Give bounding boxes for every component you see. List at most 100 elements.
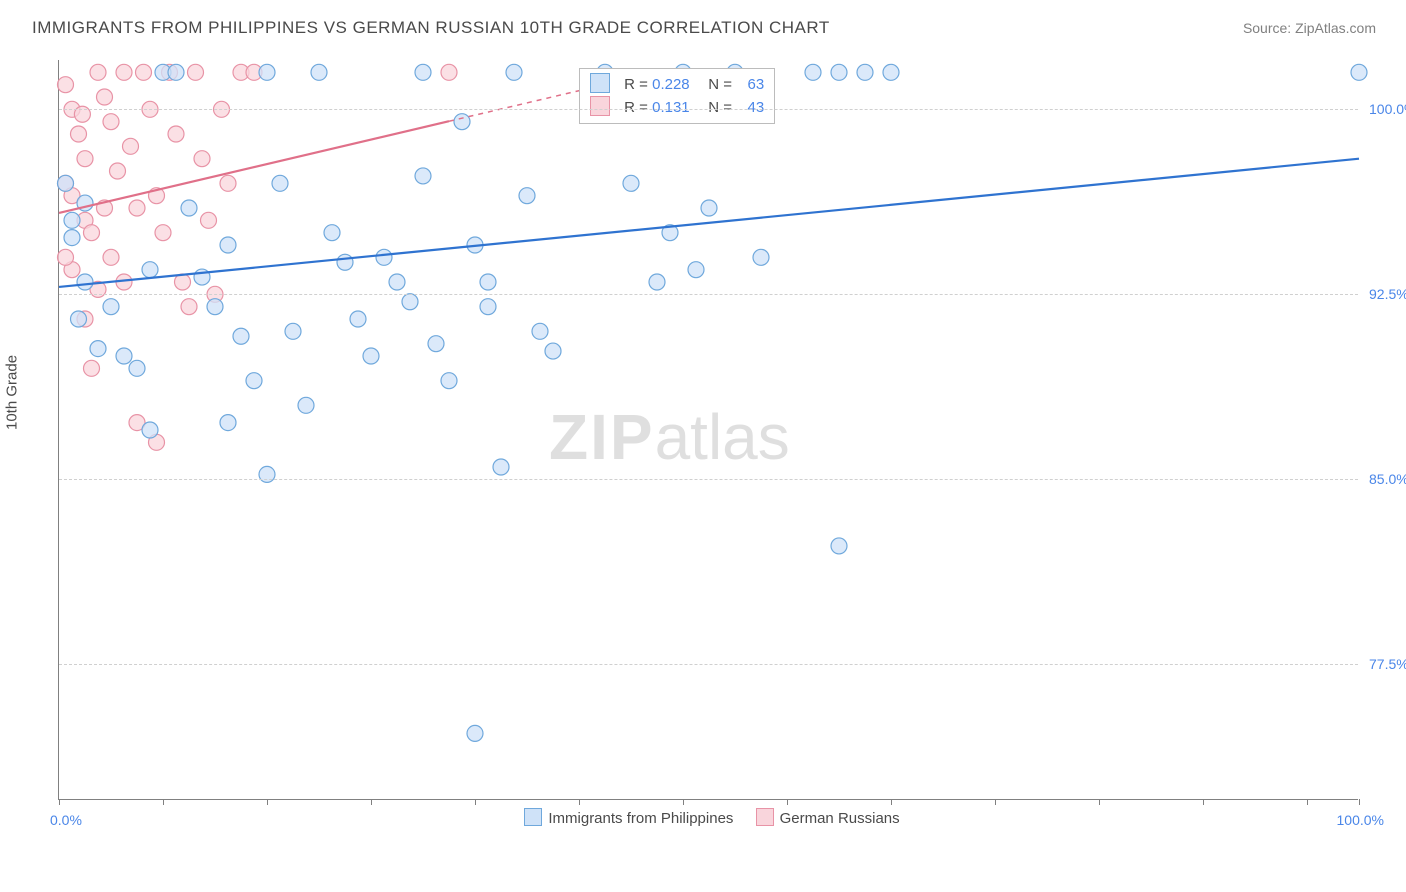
data-point — [90, 64, 106, 80]
data-point — [259, 64, 275, 80]
gridline — [59, 294, 1358, 295]
data-point — [285, 323, 301, 339]
data-point — [58, 249, 74, 265]
x-tick — [787, 799, 788, 805]
y-tick-label: 85.0% — [1361, 471, 1406, 487]
data-point — [129, 360, 145, 376]
data-point — [168, 64, 184, 80]
data-point — [155, 225, 171, 241]
data-point — [58, 77, 74, 93]
data-point — [103, 299, 119, 315]
data-point — [389, 274, 405, 290]
data-point — [110, 163, 126, 179]
chart-title: IMMIGRANTS FROM PHILIPPINES VS GERMAN RU… — [32, 18, 830, 38]
x-tick — [371, 799, 372, 805]
data-point — [123, 138, 139, 154]
data-point — [188, 64, 204, 80]
data-point — [71, 311, 87, 327]
data-point — [136, 64, 152, 80]
plot-area: ZIPatlas R = 0.228 N = 63 R = 0.131 N = … — [58, 60, 1358, 800]
data-point — [649, 274, 665, 290]
data-point — [480, 274, 496, 290]
stats-r-1: 0.131 — [652, 97, 704, 119]
x-tick — [683, 799, 684, 805]
data-point — [441, 373, 457, 389]
bottom-legend: Immigrants from Philippines German Russi… — [0, 808, 1406, 827]
bottom-swatch-1 — [756, 808, 774, 826]
stats-n-0: 63 — [736, 74, 764, 96]
data-point — [688, 262, 704, 278]
data-point — [493, 459, 509, 475]
stats-swatch-0 — [590, 73, 610, 93]
x-tick — [1359, 799, 1360, 805]
stats-swatch-1 — [590, 96, 610, 116]
bottom-label-1: German Russians — [780, 810, 900, 827]
x-tick — [59, 799, 60, 805]
x-tick — [891, 799, 892, 805]
data-point — [142, 262, 158, 278]
data-point — [142, 422, 158, 438]
data-point — [883, 64, 899, 80]
data-point — [181, 200, 197, 216]
data-point — [831, 538, 847, 554]
bottom-label-0: Immigrants from Philippines — [548, 810, 733, 827]
data-point — [116, 348, 132, 364]
data-point — [402, 294, 418, 310]
data-point — [129, 200, 145, 216]
x-tick — [163, 799, 164, 805]
data-point — [272, 175, 288, 191]
gridline — [59, 664, 1358, 665]
data-point — [84, 225, 100, 241]
data-point — [168, 126, 184, 142]
data-point — [64, 230, 80, 246]
stats-legend: R = 0.228 N = 63 R = 0.131 N = 43 — [579, 68, 775, 124]
trend-line — [59, 159, 1359, 287]
data-point — [116, 64, 132, 80]
data-point — [103, 114, 119, 130]
data-point — [467, 725, 483, 741]
data-point — [337, 254, 353, 270]
source-label: Source: ZipAtlas.com — [1243, 20, 1376, 36]
data-point — [623, 175, 639, 191]
data-point — [58, 175, 74, 191]
stats-row-0: R = 0.228 N = 63 — [590, 73, 764, 96]
data-point — [90, 341, 106, 357]
stats-n-label-1: N = — [708, 99, 732, 116]
data-point — [753, 249, 769, 265]
data-point — [97, 89, 113, 105]
bottom-swatch-0 — [524, 808, 542, 826]
data-point — [298, 397, 314, 413]
data-point — [220, 175, 236, 191]
data-point — [207, 299, 223, 315]
data-point — [805, 64, 821, 80]
data-point — [701, 200, 717, 216]
data-point — [363, 348, 379, 364]
data-point — [506, 64, 522, 80]
gridline — [59, 109, 1358, 110]
data-point — [64, 212, 80, 228]
data-point — [831, 64, 847, 80]
x-tick — [1307, 799, 1308, 805]
x-tick — [995, 799, 996, 805]
data-point — [181, 299, 197, 315]
data-point — [441, 64, 457, 80]
stats-r-label-1: R = — [624, 99, 648, 116]
stats-n-1: 43 — [736, 97, 764, 119]
data-point — [454, 114, 470, 130]
data-point — [103, 249, 119, 265]
data-point — [350, 311, 366, 327]
x-tick — [267, 799, 268, 805]
data-point — [532, 323, 548, 339]
y-tick-label: 100.0% — [1361, 101, 1406, 117]
data-point — [77, 274, 93, 290]
gridline — [59, 479, 1358, 480]
stats-n-label-0: N = — [708, 76, 732, 93]
scatter-svg — [59, 60, 1358, 799]
data-point — [201, 212, 217, 228]
data-point — [84, 360, 100, 376]
x-tick — [1099, 799, 1100, 805]
data-point — [220, 415, 236, 431]
y-tick-label: 77.5% — [1361, 656, 1406, 672]
data-point — [220, 237, 236, 253]
data-point — [324, 225, 340, 241]
